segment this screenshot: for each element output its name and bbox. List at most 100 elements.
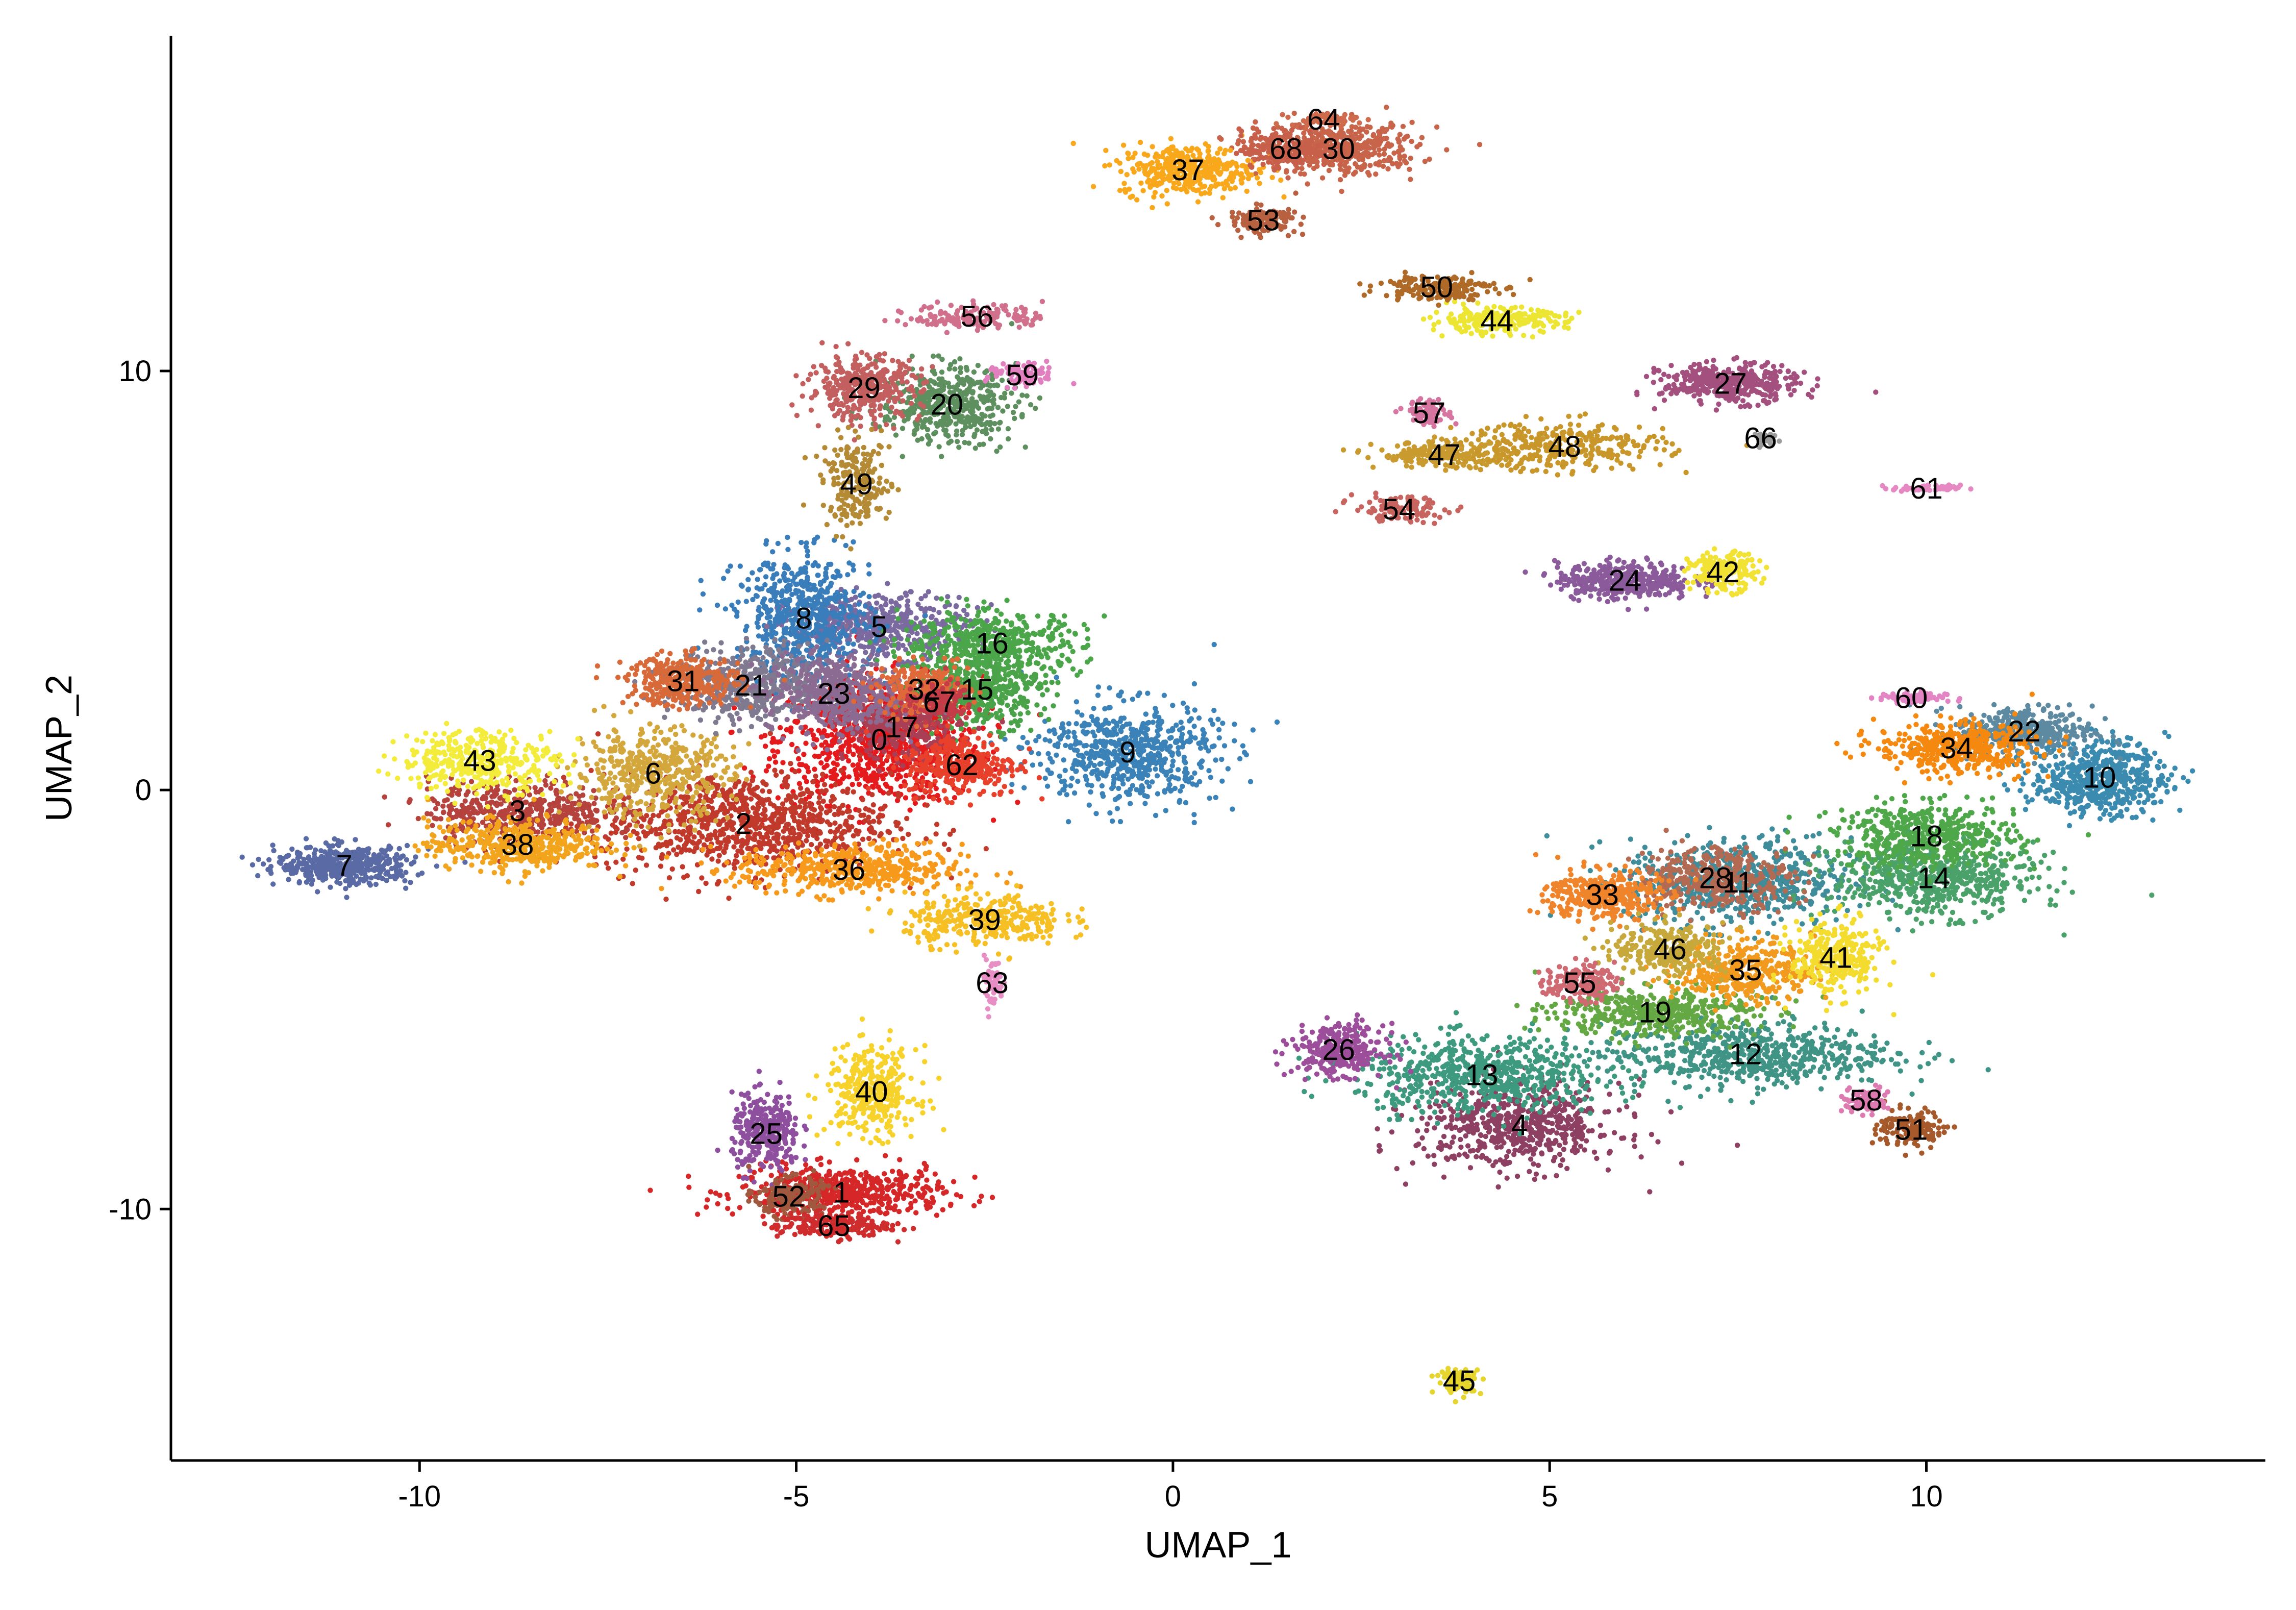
cluster-point [920,795,926,800]
cluster-point [827,822,833,828]
cluster-point [456,791,462,797]
cluster-point [845,740,852,746]
cluster-point [1478,1132,1484,1138]
cluster-point [473,797,480,803]
cluster-point [1539,1151,1545,1157]
cluster-point [400,853,406,859]
cluster-point [883,602,889,608]
cluster-point [686,829,692,835]
cluster-point [628,784,633,789]
cluster-point [933,786,939,791]
cluster-point [871,763,878,769]
cluster-point [1554,1173,1559,1179]
cluster-point [314,856,319,862]
cluster-point [885,651,890,657]
cluster-point [776,840,782,846]
cluster-point [1424,1128,1430,1133]
cluster-point [680,745,686,751]
cluster-point [611,727,617,733]
cluster-point [1553,1114,1559,1120]
cluster-point [732,865,738,871]
cluster-point [603,796,609,801]
cluster-point [805,586,811,592]
cluster-point [762,733,768,738]
cluster-point [762,807,768,812]
cluster-point [898,636,904,641]
cluster-point [827,807,833,813]
cluster-point [778,725,783,731]
cluster-point [749,790,755,796]
cluster-point [1507,1159,1512,1166]
cluster-point [882,1196,888,1202]
cluster-point [799,826,805,832]
cluster-point [797,813,803,819]
cluster-point [625,827,630,833]
cluster-point [671,782,677,787]
cluster-point [555,796,561,802]
cluster-point [687,847,692,853]
cluster-point [1516,1148,1522,1153]
cluster-point [664,775,670,781]
cluster-point [802,775,808,780]
cluster-point [708,1189,714,1195]
cluster-point [728,730,734,735]
cluster-point [1601,1132,1607,1138]
cluster-point [627,755,633,761]
cluster-point [780,801,786,807]
cluster-point [303,873,309,878]
cluster-point [817,819,823,825]
cluster-point [663,766,668,772]
cluster-point [726,896,732,901]
cluster-point [694,806,700,811]
cluster-point [382,794,387,800]
cluster-point [739,850,745,856]
cluster-point [679,723,685,729]
cluster-point [753,825,759,830]
cluster-point [1441,1174,1447,1180]
cluster-point [403,885,409,891]
cluster-point [773,772,779,778]
cluster-point [785,774,791,780]
cluster-point [889,1169,895,1174]
cluster-point [897,1187,903,1193]
cluster-point [739,792,744,799]
cluster-point [1490,1134,1495,1140]
cluster-point [761,780,766,786]
cluster-point [701,755,707,761]
cluster-point [625,762,631,769]
cluster-point [947,831,953,837]
cluster-point [915,602,921,607]
cluster-point [594,761,600,767]
cluster-point [641,817,647,823]
cluster-point [903,590,909,596]
cluster-point [810,732,816,738]
cluster-point [923,1167,929,1172]
cluster-point [1467,1127,1473,1133]
cluster-point [1577,1116,1583,1122]
cluster-point [714,835,719,841]
cluster-point [766,788,772,795]
cluster-point [959,732,965,738]
cluster-point [919,627,925,633]
cluster-point [1447,1144,1453,1150]
cluster-point [947,1203,954,1208]
cluster-point [603,814,608,820]
cluster-point [763,744,768,749]
cluster-point [796,831,802,837]
cluster-point [866,807,872,813]
cluster-point [368,857,375,862]
cluster-point [686,837,692,844]
cluster-point [903,795,909,801]
cluster-point [568,795,574,801]
cluster-point [913,1175,919,1181]
cluster-point [666,822,672,828]
cluster-point [1490,1162,1496,1169]
cluster-point [286,853,291,858]
cluster-point [1458,1144,1464,1150]
cluster-point [1427,1115,1433,1121]
cluster-point [692,750,698,756]
cluster-point [852,1191,858,1196]
cluster-point [839,836,845,841]
cluster-point [397,868,404,874]
cluster-point [620,815,626,821]
